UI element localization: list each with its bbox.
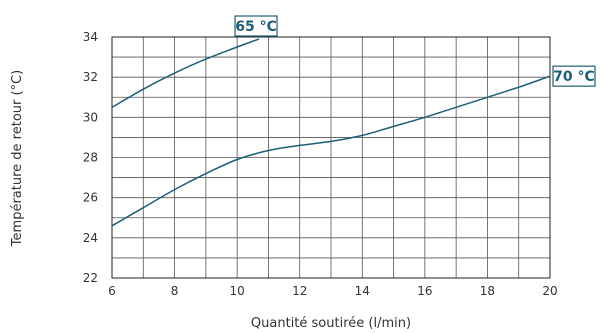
series-tag-2: 70 °C bbox=[552, 65, 596, 87]
y-tick-label: 32 bbox=[83, 70, 98, 84]
plot-frame bbox=[111, 36, 551, 279]
y-tick-label: 28 bbox=[83, 151, 98, 165]
axis-ticks: 6 8 10 12 14 16 18 20 22 24 26 28 30 32 34 bbox=[83, 30, 558, 298]
series-tag-1: 65 °C bbox=[234, 15, 278, 37]
y-axis-label: Température de retour (°C) bbox=[10, 70, 25, 247]
y-tick-label: 26 bbox=[83, 191, 98, 205]
series-tags: 65 °C 70 °C bbox=[234, 15, 596, 87]
series-tag-box bbox=[234, 15, 278, 37]
series-line-2 bbox=[111, 75, 551, 227]
x-axis-label: Quantité soutirée (l/min) bbox=[251, 316, 411, 331]
y-tick-label: 24 bbox=[83, 231, 98, 245]
chart-grid bbox=[111, 36, 551, 279]
x-tick-label: 10 bbox=[230, 284, 245, 298]
series-line-1 bbox=[111, 38, 260, 108]
x-tick-label: 12 bbox=[292, 284, 307, 298]
x-tick-label: 16 bbox=[417, 284, 432, 298]
x-tick-label: 14 bbox=[355, 284, 370, 298]
series-tag-label: 70 °C bbox=[553, 69, 595, 85]
x-tick-label: 20 bbox=[542, 284, 557, 298]
series-tag-label: 65 °C bbox=[235, 19, 277, 35]
series-tag-box bbox=[552, 65, 596, 87]
y-tick-label: 34 bbox=[83, 30, 98, 44]
y-tick-label: 22 bbox=[83, 271, 98, 285]
x-tick-label: 18 bbox=[480, 284, 495, 298]
x-tick-label: 6 bbox=[108, 284, 116, 298]
chart-series bbox=[111, 38, 551, 227]
x-tick-label: 8 bbox=[171, 284, 179, 298]
y-tick-label: 30 bbox=[83, 110, 98, 124]
